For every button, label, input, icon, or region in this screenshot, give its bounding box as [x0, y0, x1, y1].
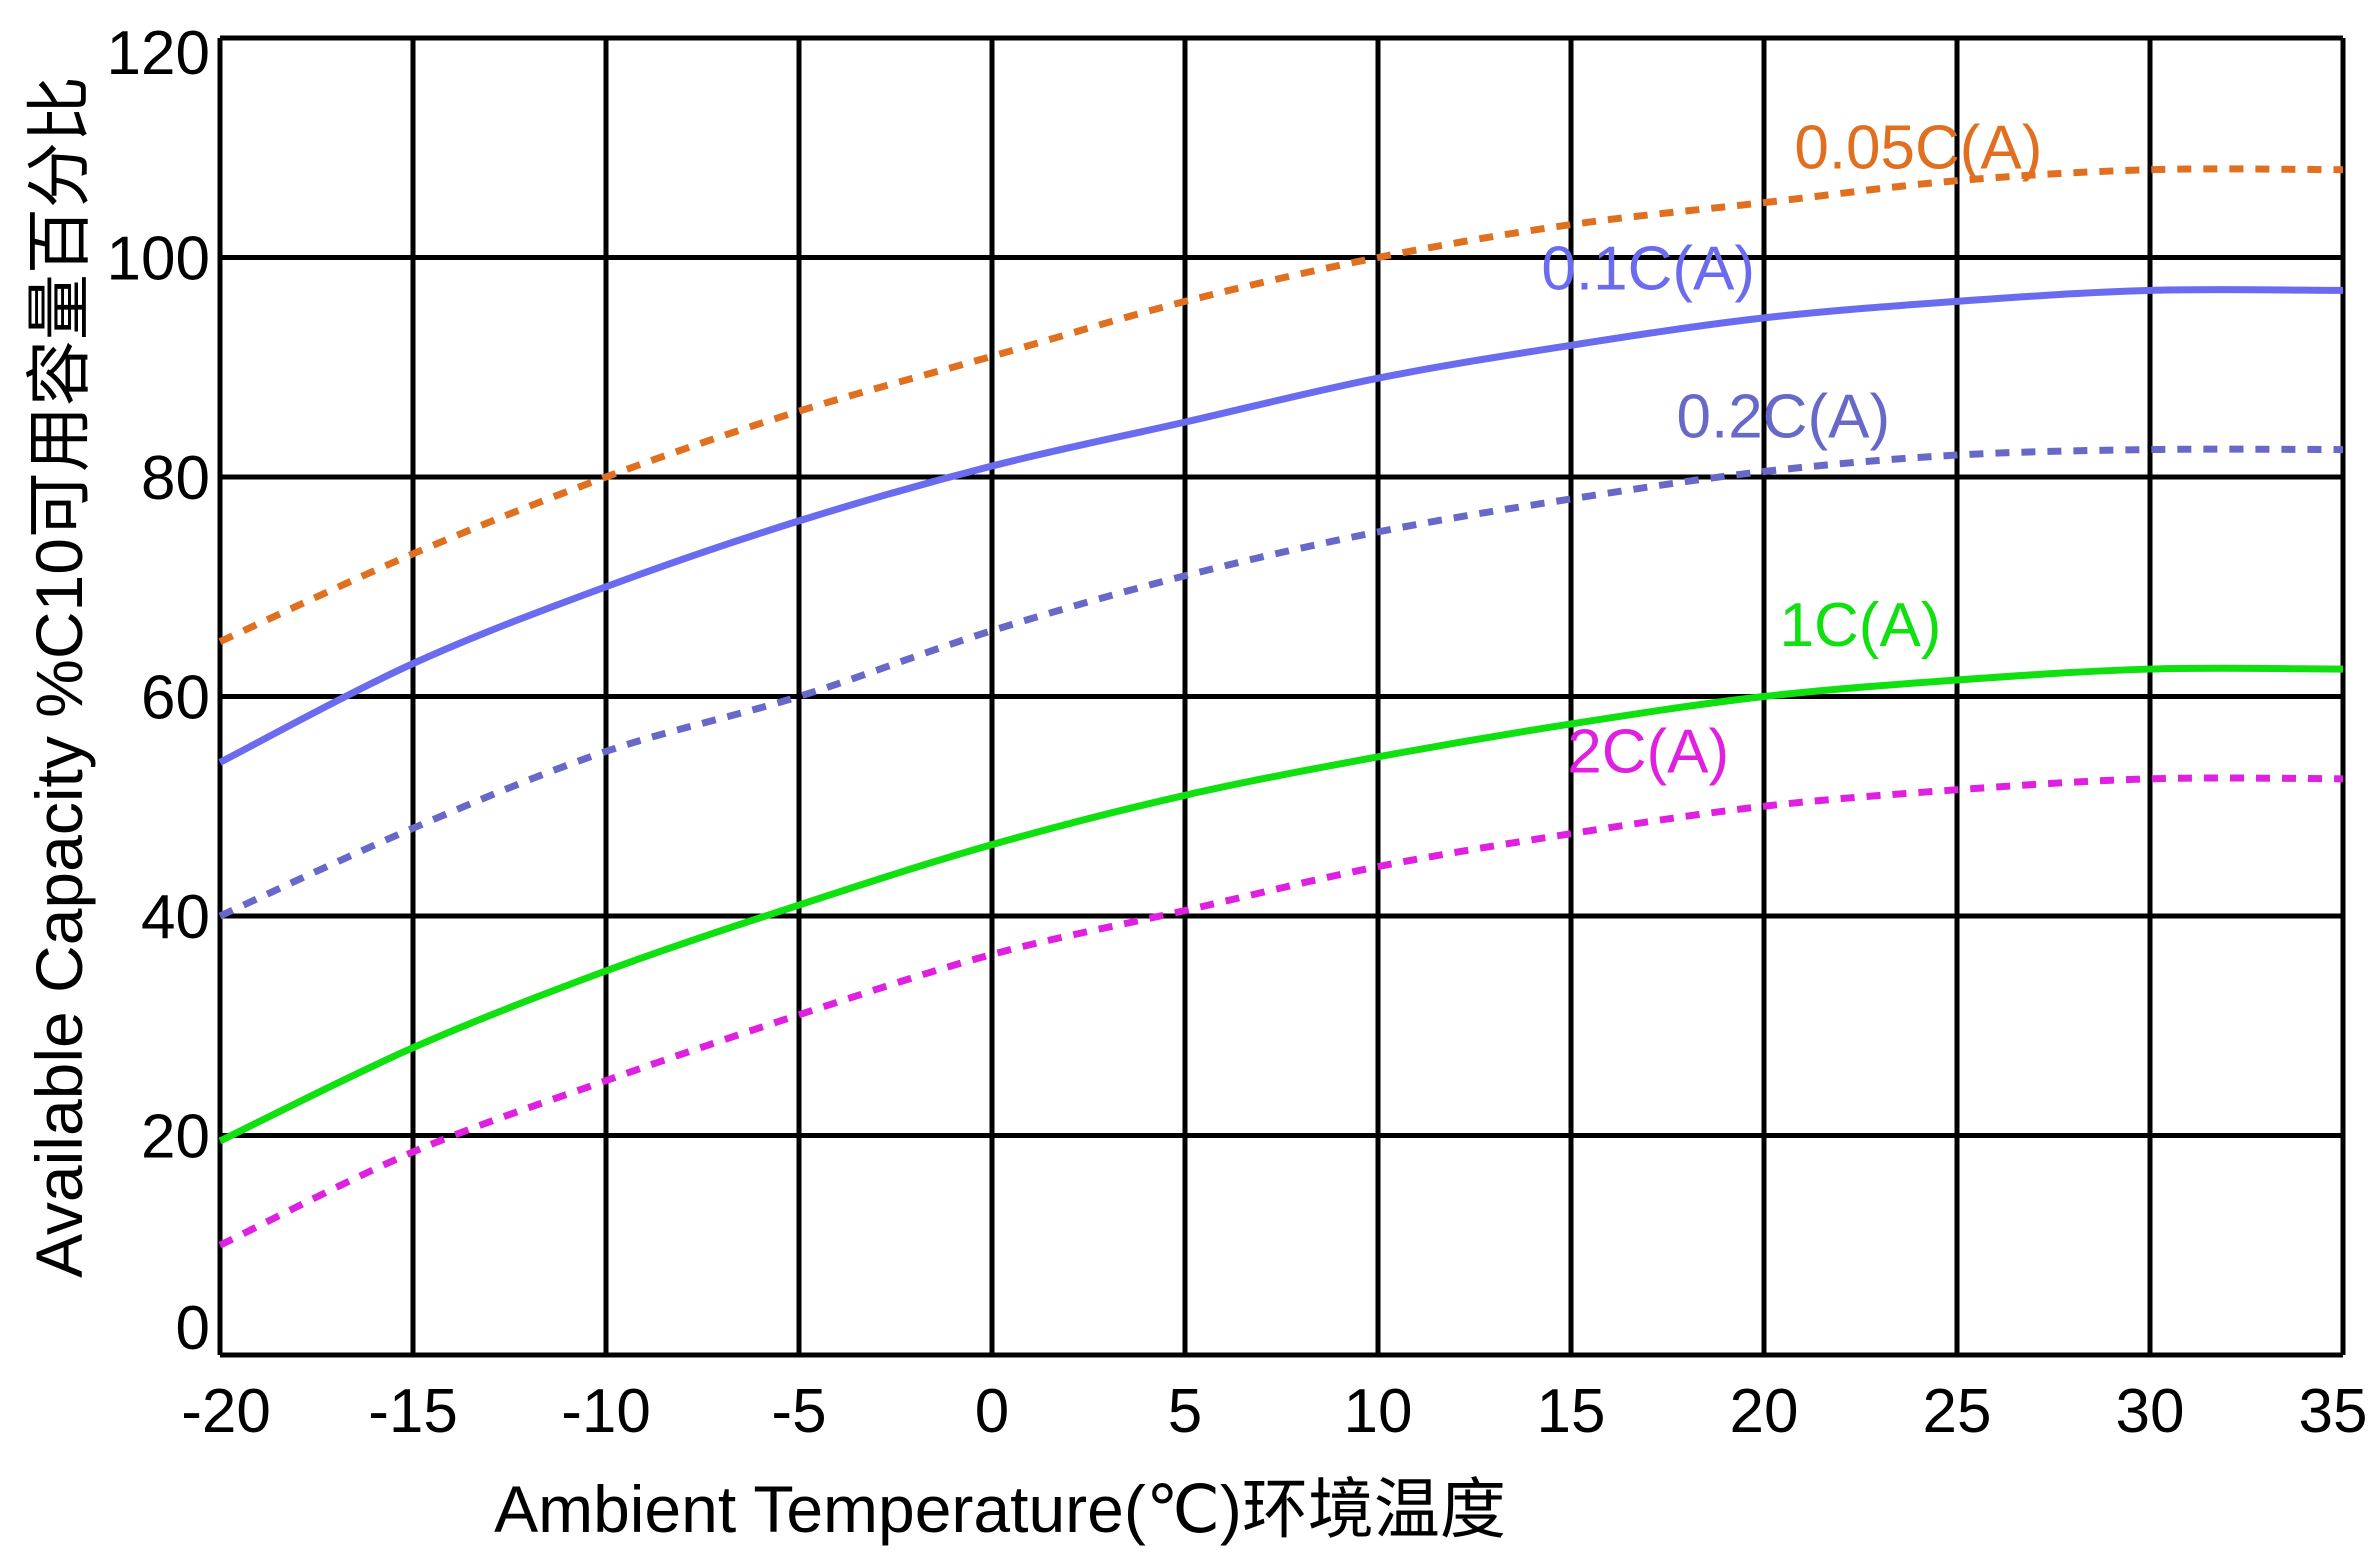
series-line	[220, 449, 2343, 916]
x-tick-label: 10	[1344, 1377, 1413, 1446]
x-tick-label: 30	[2116, 1377, 2185, 1446]
x-tick-label: -5	[771, 1377, 826, 1446]
y-tick-label: 120	[107, 19, 210, 88]
x-tick-label: 15	[1537, 1377, 1606, 1446]
y-tick-label: 100	[107, 225, 210, 294]
x-tick-label: 5	[1168, 1377, 1202, 1446]
y-tick-label: 20	[141, 1103, 210, 1172]
series-labels: 0.05C(A) 0.1C(A) 0.2C(A) 1C(A) 2C(A)	[1541, 114, 2042, 787]
x-tick-label: 35	[2299, 1377, 2368, 1446]
series-line	[220, 668, 2343, 1141]
grid	[220, 38, 2343, 1355]
x-tick-label: -20	[181, 1377, 271, 1446]
x-tick-label: -15	[368, 1377, 458, 1446]
y-tick-label: 60	[141, 664, 210, 733]
series-label: 0.2C(A)	[1676, 383, 1890, 452]
series-lines	[220, 169, 2343, 1245]
y-tick-label: 40	[141, 883, 210, 952]
series-label: 0.1C(A)	[1541, 234, 1755, 303]
x-axis-label: Ambient Temperature(℃)环境温度	[494, 1472, 1506, 1546]
y-axis-label: Available Capacity %C10可用容量百分比	[22, 76, 96, 1278]
x-tick-label: 25	[1923, 1377, 1992, 1446]
series-line	[220, 290, 2343, 763]
tick-labels: -20 -15 -10 -5 0 5 10 15 20 25 30 35 0 20 40 60 80 100 120	[107, 19, 2368, 1446]
series-label: 1C(A)	[1780, 591, 1942, 660]
y-tick-label: 80	[141, 444, 210, 513]
series-label: 2C(A)	[1567, 717, 1729, 786]
y-tick-label: 0	[176, 1294, 210, 1363]
series-label: 0.05C(A)	[1794, 114, 2042, 183]
series-line	[220, 778, 2343, 1245]
x-tick-label: -10	[561, 1377, 651, 1446]
x-tick-label: 0	[975, 1377, 1009, 1446]
series-line	[220, 169, 2343, 642]
x-tick-label: 20	[1730, 1377, 1799, 1446]
